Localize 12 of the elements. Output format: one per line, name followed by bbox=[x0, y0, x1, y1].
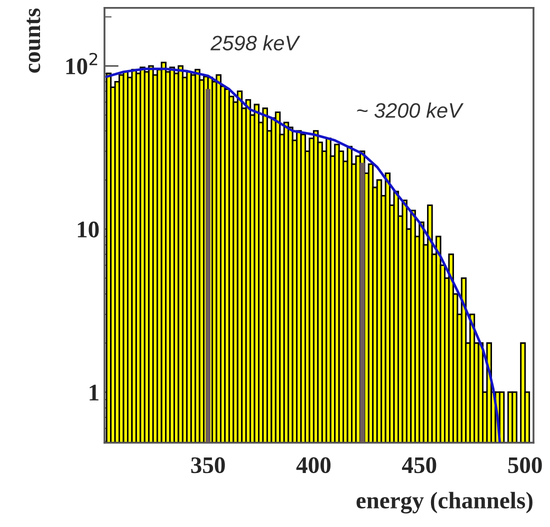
ref-line-label: ~ 3200 keV bbox=[357, 102, 464, 118]
x-tick-label: 400 bbox=[296, 457, 331, 474]
y-tick-label: 10$^{2}$ bbox=[66, 52, 98, 74]
x-axis-title: energy (channels) bbox=[356, 492, 532, 514]
x-tick-label: 350 bbox=[191, 457, 225, 474]
y-tick-label: 1 bbox=[90, 384, 98, 400]
x-tick-label: 500 bbox=[508, 457, 542, 474]
ref-line-label: 2598 keV bbox=[210, 35, 300, 50]
y-tick-label: 10 bbox=[78, 222, 99, 238]
line-series bbox=[105, 68, 501, 442]
x-tick-label: 450 bbox=[402, 457, 436, 474]
y-axis-title: counts bbox=[26, 8, 40, 73]
